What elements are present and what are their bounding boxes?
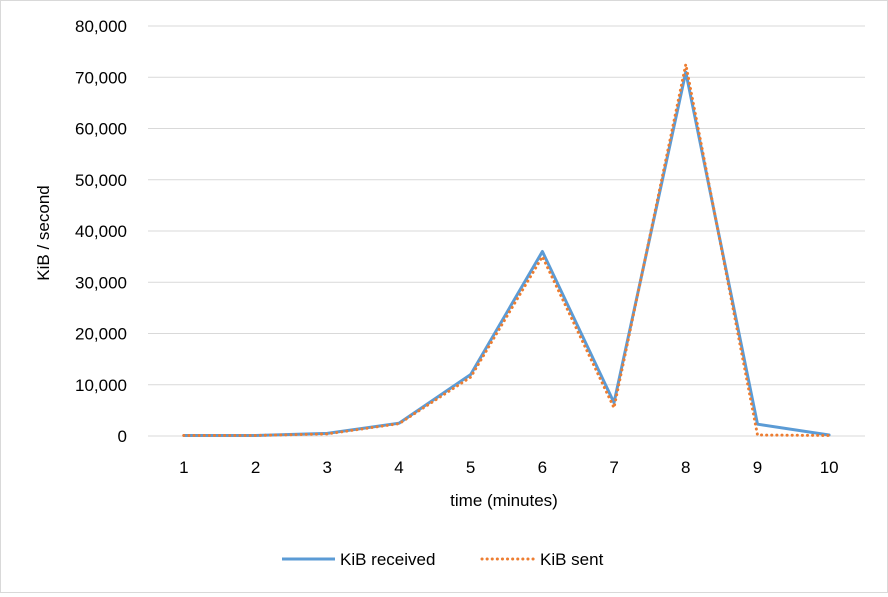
x-tick-label: 9 <box>753 458 762 477</box>
x-tick-label: 7 <box>609 458 618 477</box>
series-lines <box>182 62 831 437</box>
y-tick-label: 30,000 <box>75 273 127 292</box>
legend-label: KiB received <box>340 550 435 569</box>
y-tick-label: 20,000 <box>75 325 127 344</box>
x-tick-label: 10 <box>820 458 839 477</box>
gridlines <box>148 25 865 386</box>
y-tick-label: 10,000 <box>75 376 127 395</box>
legend: KiB received KiB sent <box>282 550 604 569</box>
series-line-kib-sent <box>182 62 831 437</box>
x-tick-label: 2 <box>251 458 260 477</box>
x-tick-label: 4 <box>394 458 403 477</box>
y-tick-label: 60,000 <box>75 120 127 139</box>
x-axis-title: time (minutes) <box>450 491 558 510</box>
y-axis-title: KiB / second <box>34 185 53 280</box>
x-tick-label: 3 <box>323 458 332 477</box>
y-tick-label: 50,000 <box>75 171 127 190</box>
x-tick-label: 8 <box>681 458 690 477</box>
x-tick-label: 1 <box>179 458 188 477</box>
y-axis-ticks: 0 10,000 20,000 30,000 40,000 50,000 60,000 70,… <box>75 17 127 446</box>
y-tick-label: 0 <box>118 427 127 446</box>
legend-label: KiB sent <box>540 550 604 569</box>
series-line-kib-received <box>182 70 831 437</box>
y-tick-label: 70,000 <box>75 68 127 87</box>
x-tick-label: 5 <box>466 458 475 477</box>
x-axis-ticks: 1 2 3 4 5 6 7 8 9 10 <box>179 458 838 477</box>
y-tick-label: 40,000 <box>75 222 127 241</box>
y-tick-label: 80,000 <box>75 17 127 36</box>
x-tick-label: 6 <box>538 458 547 477</box>
